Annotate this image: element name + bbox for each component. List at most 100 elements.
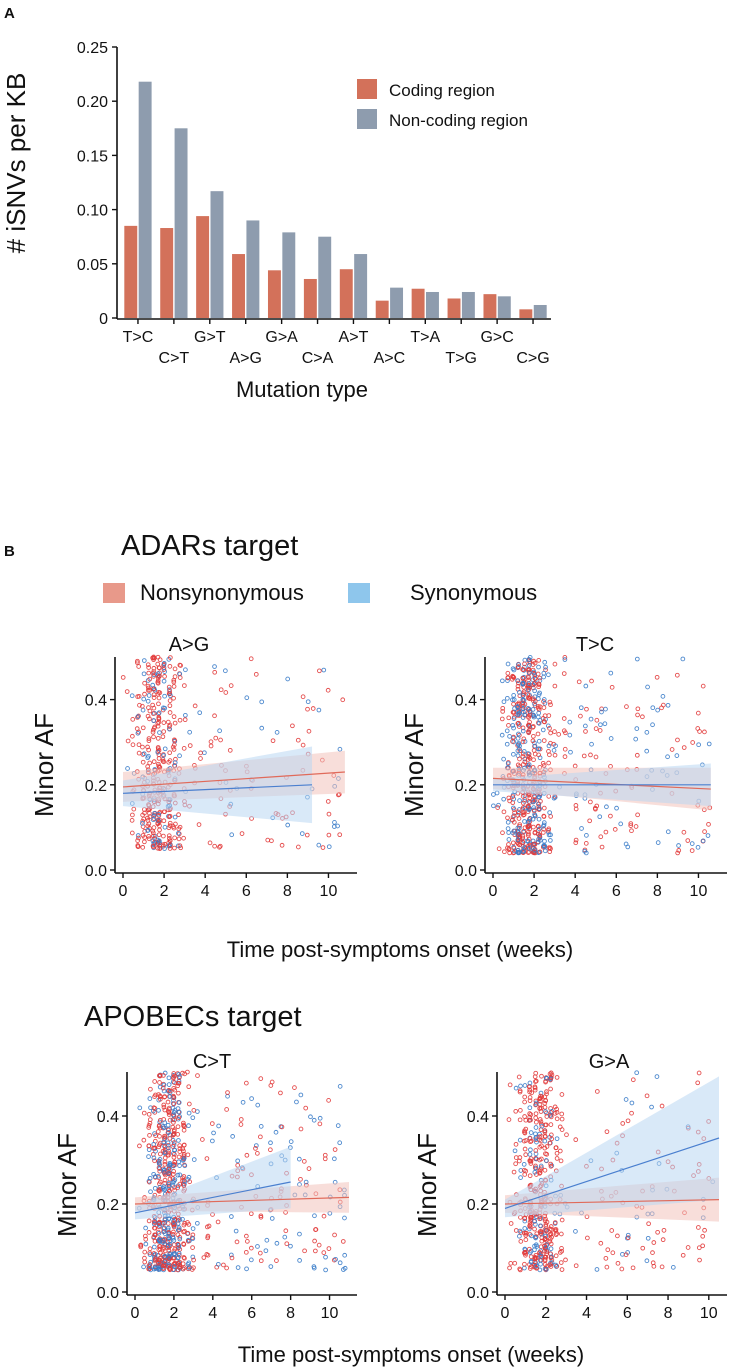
scatter-point — [171, 684, 177, 689]
scatter-point — [175, 1172, 181, 1178]
scatter-point — [157, 1257, 162, 1263]
scatter-point — [676, 843, 681, 848]
scatter-plot-tc: 0.0 0.2 0.4 0 2 4 6 8 10 — [455, 655, 727, 900]
scatter-point — [156, 1231, 162, 1236]
scatter-point — [168, 655, 173, 660]
scatter-point — [517, 1266, 523, 1272]
scatter-point — [535, 731, 541, 737]
scatter-point — [161, 1102, 167, 1108]
scatter-point — [544, 1219, 550, 1225]
scatter-point — [181, 1142, 187, 1148]
scatter-point — [551, 795, 557, 801]
scatter-point — [523, 1152, 529, 1158]
scatter-point — [162, 1107, 168, 1113]
scatter-point — [171, 1110, 177, 1115]
scatter-point — [136, 835, 141, 841]
scatter-point — [152, 812, 157, 818]
scatter-point — [161, 660, 167, 666]
scatter-point — [511, 845, 517, 851]
scatter-point — [534, 1244, 540, 1249]
scatter-point — [326, 811, 332, 817]
scatter-point — [156, 665, 162, 671]
scatter-point — [151, 695, 157, 700]
scatter-point — [655, 707, 660, 713]
scatter-point — [538, 1261, 543, 1267]
bar-x-tick-label: G>A — [265, 329, 298, 346]
scatter-point — [157, 1073, 163, 1078]
scatter-point — [630, 1077, 636, 1083]
scatter-point — [500, 678, 505, 684]
scatter-point — [532, 698, 538, 704]
scatter-point — [510, 674, 516, 680]
scatter-point — [218, 687, 224, 693]
scatter-point — [534, 1139, 539, 1145]
ylabel-ct: Minor AF — [52, 1133, 82, 1237]
scatter-y-tick-label: 0.0 — [455, 863, 477, 880]
scatter-point — [554, 1136, 560, 1142]
scatter-point — [562, 655, 568, 660]
scatter-point — [172, 737, 177, 743]
scatter-point — [609, 1228, 615, 1233]
scatter-point — [161, 1104, 167, 1110]
scatter-point — [528, 1161, 534, 1166]
scatter-point — [171, 1242, 177, 1248]
scatter-point — [155, 735, 161, 741]
scatter-point — [544, 1144, 550, 1149]
scatter-point — [515, 702, 520, 707]
bar-x-tick-label: C>G — [516, 350, 549, 367]
scatter-point — [537, 1117, 543, 1122]
scatter-point — [310, 706, 316, 711]
scatter-point — [548, 814, 554, 819]
scatter-point — [700, 838, 706, 844]
scatter-point — [544, 1264, 550, 1269]
scatter-point — [161, 1082, 167, 1088]
scatter-point — [522, 1114, 527, 1119]
scatter-point — [140, 833, 146, 838]
scatter-point — [530, 797, 536, 803]
scatter-point — [341, 1267, 346, 1272]
scatter-point — [538, 1095, 543, 1101]
scatter-point — [259, 699, 265, 705]
scatter-point — [536, 746, 542, 752]
scatter-point — [156, 674, 162, 679]
bar-noncoding — [533, 304, 547, 318]
confidence-band-syn — [135, 1146, 291, 1220]
scatter-point — [681, 745, 687, 750]
bar-coding — [411, 288, 425, 318]
scatter-point — [129, 818, 135, 823]
scatter-x-tick-label: 4 — [201, 883, 210, 900]
scatter-point — [147, 708, 153, 714]
scatter-point — [538, 798, 543, 804]
scatter-point — [185, 1238, 191, 1244]
scatter-point — [491, 803, 496, 809]
bar-x-tick-label: A>C — [374, 350, 406, 367]
scatter-x-tick-label: 8 — [664, 1305, 673, 1322]
panel-a-xlabel: Mutation type — [236, 377, 368, 402]
scatter-point — [167, 1117, 173, 1123]
bar-chart-x-tick-labels: T>C C>TG>TA>GG>AC>A A>T A>CT>A T>GG>CC>G — [123, 319, 550, 367]
scatter-point — [593, 806, 598, 812]
scatter-y-tick-label: 0.2 — [455, 778, 477, 795]
apobecs-title: APOBECs target — [84, 1001, 302, 1033]
scatter-point — [337, 746, 343, 752]
scatter-point — [162, 693, 167, 699]
bar-coding — [196, 216, 210, 318]
scatter-point — [171, 679, 177, 685]
scatter-point — [166, 1233, 172, 1239]
scatter-point — [532, 1243, 537, 1249]
scatter-point — [150, 830, 156, 836]
scatter-point — [311, 1264, 317, 1269]
scatter-point — [337, 1140, 343, 1146]
scatter-point — [152, 1174, 158, 1179]
scatter-point — [517, 756, 522, 762]
scatter-point — [516, 850, 521, 856]
scatter-point — [516, 816, 522, 821]
scatter-point — [150, 729, 156, 735]
scatter-point — [196, 822, 202, 827]
scatter-point — [258, 1124, 264, 1129]
scatter-point — [157, 1157, 163, 1162]
scatter-point — [538, 1231, 544, 1236]
scatter-point — [146, 834, 152, 839]
scatter-point — [528, 1112, 534, 1117]
scatter-point — [521, 828, 526, 834]
